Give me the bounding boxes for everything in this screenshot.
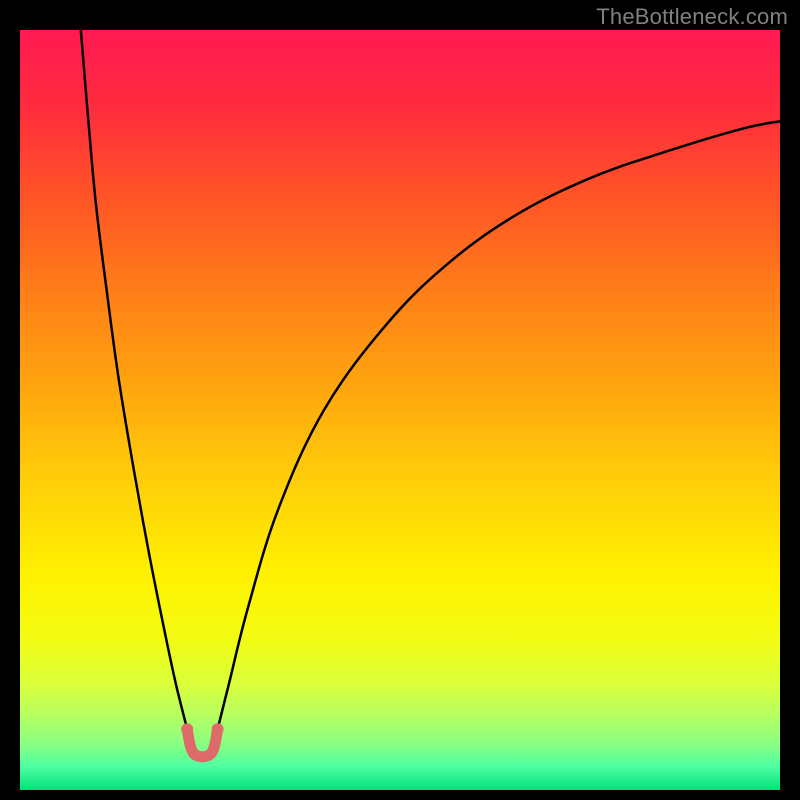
plot-area bbox=[20, 30, 780, 790]
u-end-dot-left bbox=[181, 723, 193, 735]
curve-left-branch bbox=[81, 30, 187, 729]
curve-right-branch bbox=[218, 121, 780, 729]
watermark-text: TheBottleneck.com bbox=[596, 4, 788, 30]
chart-container: TheBottleneck.com bbox=[0, 0, 800, 800]
u-end-dot-right bbox=[212, 723, 224, 735]
curve-layer bbox=[20, 30, 780, 790]
curve-bottom-u bbox=[187, 729, 217, 757]
